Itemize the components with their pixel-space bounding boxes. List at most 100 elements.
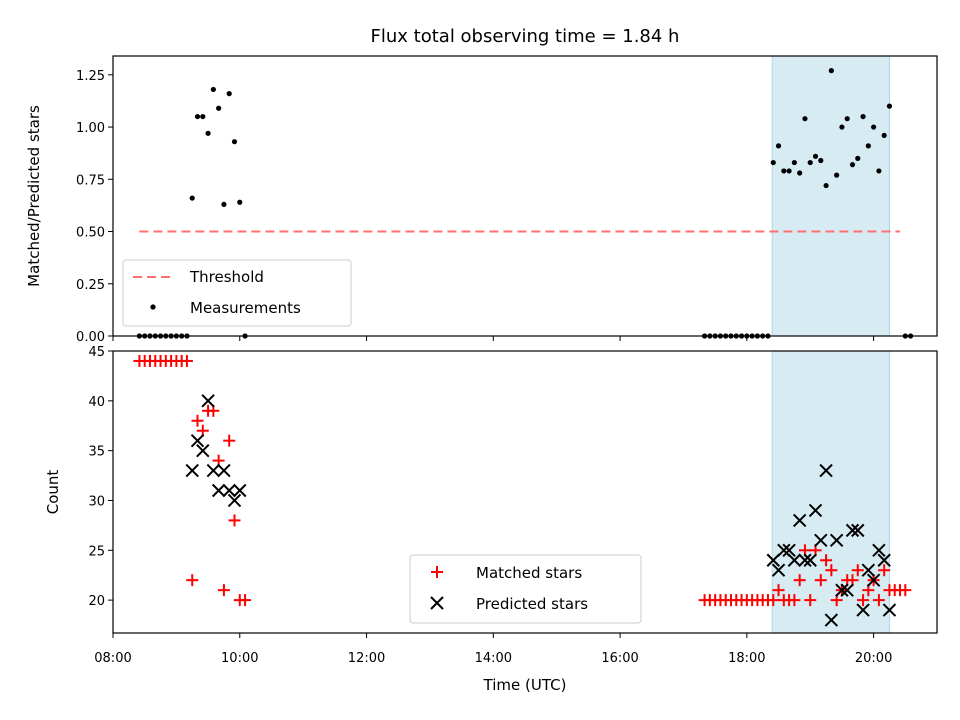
top-legend: Threshold Measurements	[122, 259, 352, 327]
top-panel: 0.00 0.25 0.50 0.75 1.00 1.25 Matched/Predict…	[25, 55, 938, 345]
measurement-point	[221, 201, 227, 207]
top-axes-frame	[112, 55, 938, 337]
bottom-y-tick-label: 45	[88, 345, 105, 360]
bottom-legend-box	[409, 554, 642, 624]
x-axis-label: Time (UTC)	[483, 676, 567, 694]
x-tick-label: 20:00	[855, 651, 892, 666]
top-y-tick-label: 0.25	[76, 278, 105, 293]
measurement-point	[231, 139, 238, 145]
predicted-star-point	[814, 533, 828, 548]
bottom-y-tick-label: 40	[88, 395, 105, 410]
measurement-point	[200, 113, 206, 120]
matched-star-point	[820, 554, 833, 567]
predicted-star-point	[798, 553, 812, 567]
measurement-point	[205, 130, 211, 136]
bottom-y-tick-label: 30	[88, 494, 105, 509]
bottom-panel: 20 25 30 35 40 45 08:00 10:00 12:00 14:00 16:00 18…	[44, 345, 938, 694]
x-tick-label: 08:00	[94, 651, 131, 666]
predicted-star-point	[835, 583, 849, 597]
matched-star-point	[804, 594, 817, 607]
matched-star-point	[878, 564, 891, 577]
legend-predicted-label: Predicted stars	[476, 595, 588, 613]
matched-star-point	[814, 574, 827, 587]
matched-star-point	[239, 594, 252, 607]
top-y-tick-label: 0.00	[76, 330, 105, 345]
top-x-axis-ticks	[112, 336, 875, 341]
top-highlight-span	[771, 55, 890, 337]
measurement-point	[881, 132, 887, 139]
measurement-point	[860, 113, 866, 120]
measurement-point	[812, 153, 819, 159]
x-tick-label: 12:00	[348, 651, 385, 666]
measurement-point	[770, 159, 776, 166]
predicted-star-point	[872, 543, 886, 558]
bottom-y-tick-label: 20	[88, 594, 105, 609]
predicted-star-point	[808, 503, 823, 518]
measurement-point	[210, 86, 216, 93]
measurement-point	[791, 159, 797, 166]
predicted-star-point	[840, 583, 854, 597]
top-legend-box	[122, 259, 352, 327]
matched-star-point	[793, 574, 806, 587]
legend-measurements-label: Measurements	[190, 299, 301, 317]
measurement-point	[828, 68, 834, 74]
measurement-point	[823, 182, 829, 189]
matched-star-point	[180, 354, 193, 367]
bottom-x-axis-ticks: 08:00 10:00 12:00 14:00 16:00 18:00 20:00	[94, 633, 892, 666]
predicted-star-point	[217, 463, 231, 478]
legend-threshold-label: Threshold	[189, 268, 264, 286]
top-y-axis-ticks: 0.00 0.25 0.50 0.75 1.00 1.25	[76, 69, 113, 345]
measurement-point	[797, 170, 803, 176]
matched-star-point	[767, 594, 780, 607]
predicted-star-point	[866, 573, 881, 587]
measurement-point	[818, 157, 824, 164]
predicted-star-point	[222, 483, 236, 498]
matched-star-point	[825, 564, 838, 577]
matched-star-point	[191, 414, 204, 427]
predicted-star-point	[185, 463, 199, 478]
legend-measurements-swatch	[150, 304, 156, 310]
top-y-tick-label: 1.00	[76, 121, 105, 136]
bottom-y-tick-label: 35	[88, 445, 105, 460]
predicted-star-point	[233, 483, 247, 498]
bottom-highlight-span	[771, 350, 890, 634]
predicted-star-point	[787, 553, 802, 567]
measurement-point	[876, 168, 882, 174]
predicted-star-point	[882, 603, 897, 617]
predicted-star-point	[851, 523, 865, 538]
predicted-star-point	[206, 463, 221, 478]
measurement-point	[834, 172, 840, 178]
measurement-point	[844, 116, 850, 122]
measurement-point	[781, 168, 787, 174]
x-tick-label: 10:00	[221, 651, 258, 666]
measurement-point	[886, 103, 893, 109]
top-y-tick-label: 1.25	[76, 69, 105, 84]
measurement-point	[807, 159, 813, 166]
matched-star-point	[788, 594, 801, 607]
matched-star-point	[851, 564, 864, 577]
predicted-star-point	[819, 463, 833, 478]
predicted-star-point	[829, 533, 844, 548]
matched-star-point	[228, 514, 241, 527]
predicted-star-point	[782, 543, 796, 558]
predicted-star-point	[824, 613, 839, 627]
predicted-star-point	[803, 553, 817, 567]
chart-title: Flux total observing time = 1.84 h	[371, 26, 680, 47]
measurement-point	[194, 113, 201, 120]
top-y-tick-label: 0.75	[76, 173, 105, 188]
measurement-point	[226, 91, 232, 97]
x-tick-label: 16:00	[601, 651, 638, 666]
bottom-y-axis-ticks: 20 25 30 35 40 45	[88, 345, 113, 609]
measurement-point	[775, 143, 782, 149]
bottom-y-tick-label: 25	[88, 544, 105, 559]
predicted-star-point	[196, 443, 210, 458]
predicted-star-point	[766, 553, 780, 567]
predicted-star-point	[845, 523, 860, 538]
measurement-point	[216, 105, 222, 111]
predicted-star-point	[861, 563, 876, 577]
measurement-point	[855, 155, 861, 161]
matched-star-point	[872, 594, 885, 607]
matched-star-point	[857, 594, 870, 607]
measurement-point	[786, 168, 792, 174]
